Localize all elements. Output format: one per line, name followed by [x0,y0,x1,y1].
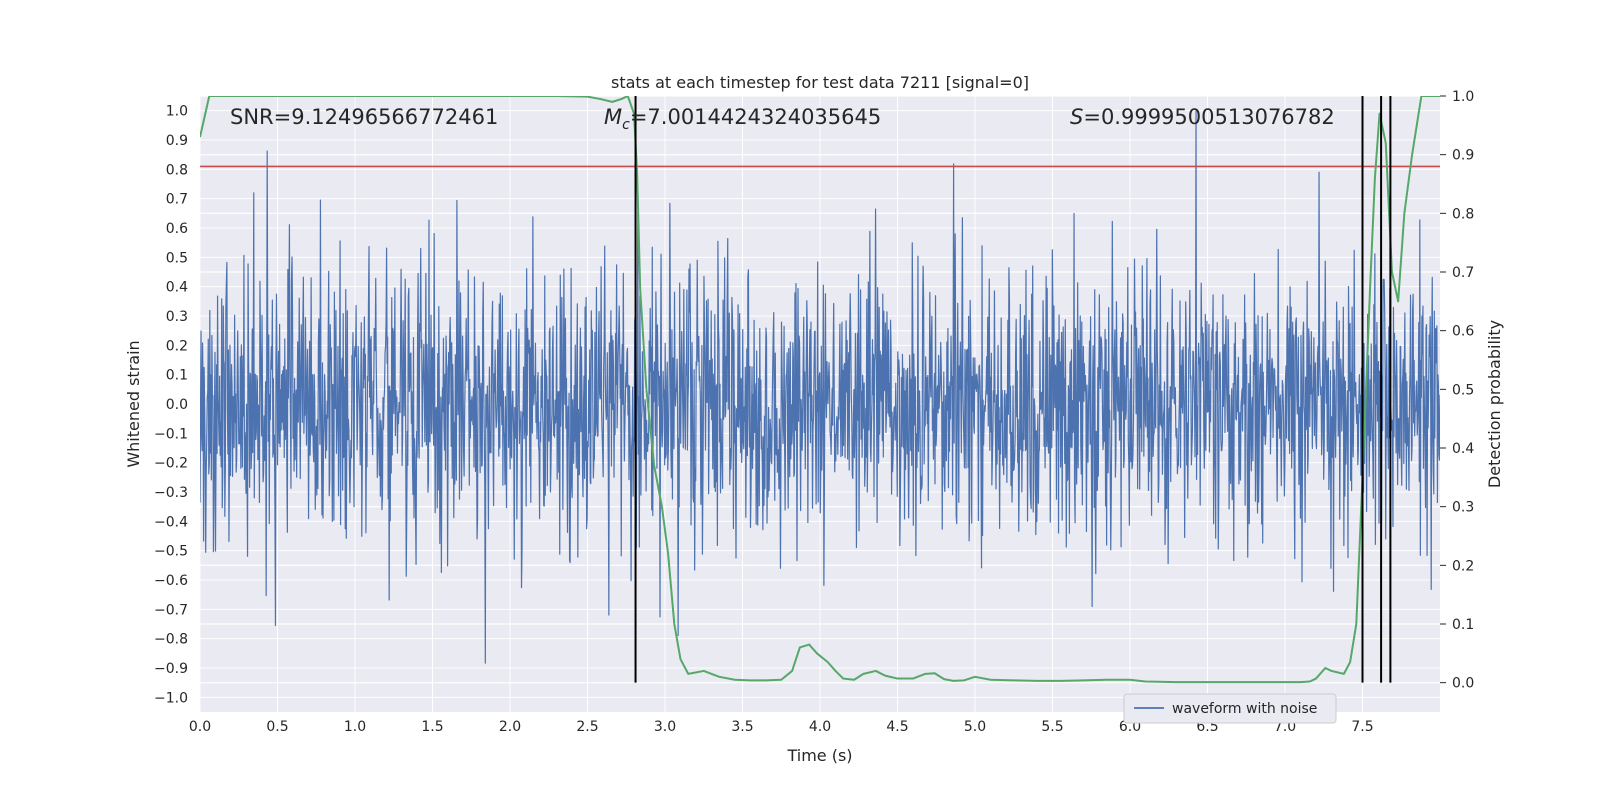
legend-box [1123,693,1337,724]
score-symbol: S [1070,105,1083,129]
left-tick-label: −0.3 [154,485,188,501]
x-tick-label: 7.5 [1351,719,1373,735]
chirp-mass-annotation: Mc=7.0014424324035645 [604,105,881,133]
left-tick-label: 0.6 [166,221,188,237]
x-tick-label: 0.5 [266,719,288,735]
left-tick-label: 0.8 [166,162,188,178]
right-tick-label: 0.3 [1452,500,1474,516]
x-tick-label: 3.0 [654,719,676,735]
right-tick-label: 0.9 [1452,148,1474,164]
x-axis-label: Time (s) [786,746,852,765]
left-tick-label: 0.1 [166,368,188,384]
left-tick-label: 0.7 [166,192,188,208]
left-axis-label: Whitened strain [124,340,143,467]
left-tick-label: 0.3 [166,309,188,325]
right-axis-ticks: 1.0 0.9 0.8 0.7 0.6 0.5 0.4 0.3 0.2 0.1 0.0 [1440,89,1474,692]
left-tick-label: 0.9 [166,133,188,149]
strain-series-line [200,110,1440,664]
left-tick-label: −1.0 [154,690,188,706]
left-tick-label: −0.9 [154,661,188,677]
left-tick-label: 0.4 [166,280,188,296]
right-tick-label: 0.4 [1452,441,1474,457]
right-axis-label: Detection probability [1485,320,1504,488]
x-tick-label: 1.0 [344,719,366,735]
left-tick-label: 0.5 [166,250,188,266]
left-tick-label: 0.2 [166,338,188,354]
chirp-mass-symbol: M [604,105,622,129]
x-tick-label: 3.5 [731,719,753,735]
left-tick-label: 0.0 [166,397,188,413]
left-tick-label: −0.1 [154,426,188,442]
right-tick-label: 0.6 [1452,324,1474,340]
right-tick-label: 0.7 [1452,265,1474,281]
vertical-markers [634,96,1392,683]
right-tick-label: 0.5 [1452,382,1474,398]
snr-annotation: SNR=9.12496566772461 [230,105,498,129]
right-tick-label: 0.0 [1452,676,1474,692]
score-annotation: S=0.9999500513076782 [1070,105,1335,129]
legend: waveform with noise [1123,693,1337,724]
legend-label: waveform with noise [1172,701,1317,717]
right-tick-label: 0.8 [1452,206,1474,222]
x-tick-label: 2.5 [576,719,598,735]
left-tick-label: −0.8 [154,632,188,648]
right-tick-label: 1.0 [1452,89,1474,105]
left-axis-ticks: 1.0 0.9 0.8 0.7 0.6 0.5 0.4 0.3 0.2 0.1 0.0 −0.1 −0.… [154,104,188,707]
strain-series [200,110,1440,664]
x-tick-label: 4.5 [886,719,908,735]
x-tick-label: 5.0 [964,719,986,735]
left-tick-label: −0.7 [154,602,188,618]
score-value: =0.9999500513076782 [1083,105,1334,129]
left-tick-label: −0.2 [154,456,188,472]
chirp-mass-subscript: c [622,117,630,133]
left-tick-label: −0.6 [154,573,188,589]
x-tick-label: 5.5 [1041,719,1063,735]
left-tick-label: −0.4 [154,514,188,530]
chart-title: stats at each timestep for test data 721… [611,73,1029,92]
x-tick-label: 0.0 [189,719,211,735]
x-tick-label: 2.0 [499,719,521,735]
x-tick-label: 4.0 [809,719,831,735]
right-tick-label: 0.2 [1452,558,1474,574]
x-tick-label: 1.5 [421,719,443,735]
left-tick-label: −0.5 [154,544,188,560]
chirp-mass-value: =7.0014424324035645 [630,105,881,129]
left-tick-label: 1.0 [166,104,188,120]
right-tick-label: 0.1 [1452,617,1474,633]
